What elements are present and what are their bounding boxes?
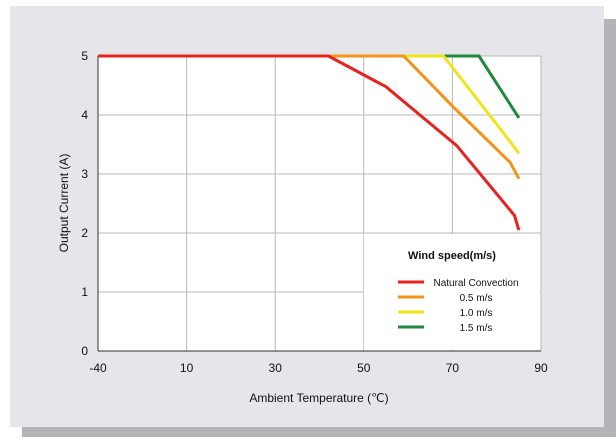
y-tick-label: 0 [81,344,88,358]
y-axis-label: Output Current (A) [57,154,71,253]
x-tick-label: 70 [446,361,460,375]
x-tick-label: 90 [534,361,548,375]
series-line-natural-convection [98,54,521,231]
y-tick-label: 1 [81,285,88,299]
x-tick-label: 10 [180,361,194,375]
legend-title: Wind speed(m/s) [408,250,496,262]
y-tick-label: 2 [81,226,88,240]
x-tick-label: 30 [269,361,283,375]
x-axis-label: Ambient Temperature (℃) [249,391,388,405]
legend-entry-label: Natural Convection [433,278,518,289]
legend-entry-label: 0.5 m/s [460,293,493,304]
series-lines [98,54,521,231]
legend-box [364,234,540,350]
legend-entry-label: 1.5 m/s [460,323,493,334]
x-tick-label: -40 [89,361,107,375]
series-line-0-5-m-s [328,54,521,180]
y-tick-label: 3 [81,167,88,181]
legend: Wind speed(m/s) Natural Convection 0.5 m/… [364,234,540,350]
x-tick-label: 50 [357,361,371,375]
series-line-1-5-m-s [443,54,521,119]
legend-entry-label: 1.0 m/s [460,308,493,319]
y-tick-label: 4 [81,108,88,122]
y-tick-label: 5 [81,49,88,63]
axes: -40 10 30 50 70 90 0 1 2 3 4 5 [81,49,548,375]
